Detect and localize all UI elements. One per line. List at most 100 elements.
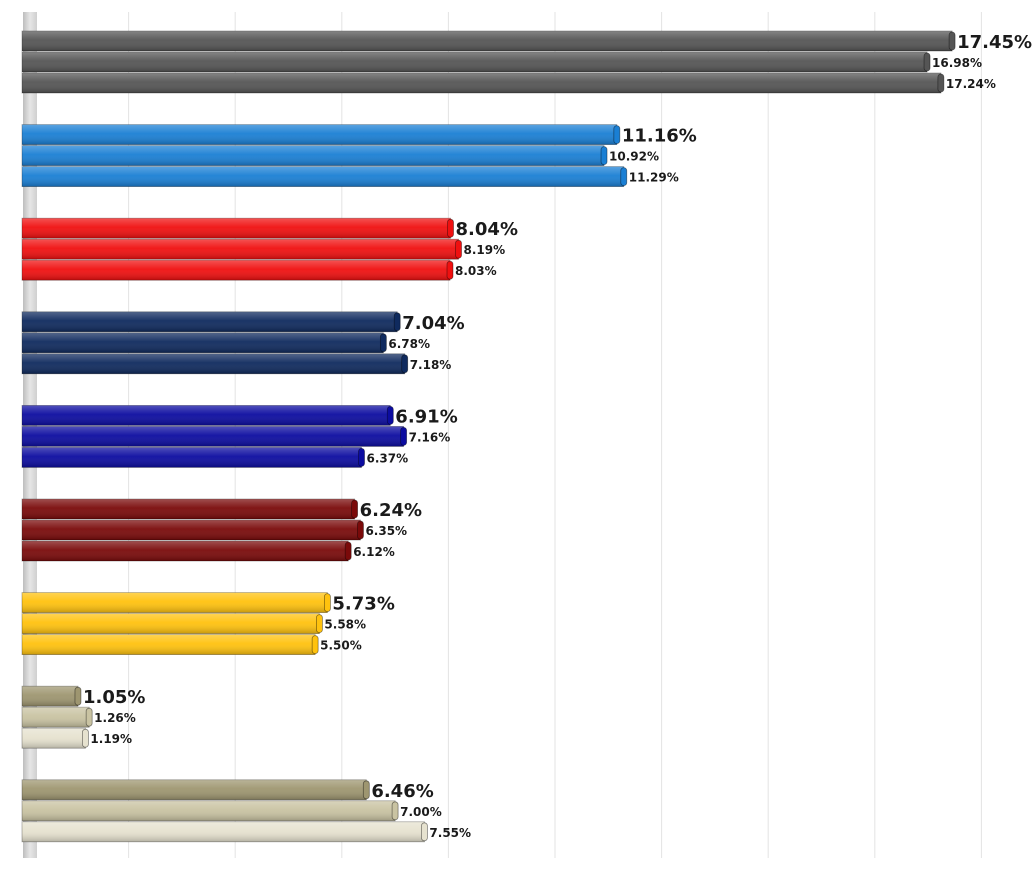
bar-cap bbox=[351, 499, 358, 519]
bar-cap bbox=[620, 167, 628, 187]
bar-cap bbox=[85, 707, 93, 727]
bar-cap bbox=[455, 239, 462, 259]
bar-shading bbox=[22, 31, 953, 51]
data-label: 8.19% bbox=[464, 243, 506, 257]
data-label: 6.46% bbox=[371, 781, 433, 802]
bar bbox=[21, 259, 454, 281]
bar-shading bbox=[22, 707, 90, 728]
data-label: 6.35% bbox=[365, 524, 407, 538]
bar-cap bbox=[316, 614, 323, 633]
data-label: 5.50% bbox=[320, 639, 362, 653]
bar-shading bbox=[22, 239, 459, 260]
bar-shading bbox=[22, 405, 391, 426]
bar bbox=[21, 332, 387, 354]
bar-cap bbox=[393, 312, 401, 332]
data-label: 8.03% bbox=[455, 264, 497, 278]
bar bbox=[21, 353, 409, 375]
bar-cap bbox=[386, 405, 394, 425]
bar bbox=[21, 51, 931, 73]
bar bbox=[21, 311, 401, 333]
bar bbox=[21, 498, 358, 520]
data-label: 1.05% bbox=[83, 687, 145, 708]
bar-shading bbox=[22, 541, 349, 561]
bar bbox=[21, 800, 399, 822]
bar bbox=[21, 727, 89, 749]
data-label: 16.98% bbox=[932, 56, 982, 70]
bar-shading bbox=[22, 426, 404, 447]
bar-cap bbox=[82, 728, 89, 748]
bar bbox=[21, 685, 82, 707]
bar bbox=[21, 779, 370, 801]
bar-shading bbox=[22, 73, 941, 93]
bar bbox=[21, 72, 945, 94]
bar bbox=[21, 613, 323, 634]
bar-cap bbox=[948, 31, 956, 51]
data-label: 10.92% bbox=[609, 150, 659, 164]
bar-cap bbox=[379, 333, 387, 353]
bar-cap bbox=[344, 541, 352, 561]
bar-cap bbox=[400, 426, 408, 446]
data-label: 1.26% bbox=[94, 711, 136, 725]
bar-shading bbox=[22, 686, 78, 707]
bar-shading bbox=[22, 520, 361, 540]
bar-shading bbox=[22, 332, 384, 353]
data-label: 6.37% bbox=[367, 451, 409, 465]
bar bbox=[21, 540, 352, 562]
bar-shading bbox=[22, 728, 86, 749]
data-label: 6.91% bbox=[395, 406, 457, 427]
bar-shading bbox=[22, 821, 425, 842]
bar-cap bbox=[600, 146, 608, 166]
bar bbox=[21, 124, 621, 145]
bar bbox=[21, 446, 365, 468]
bar bbox=[21, 519, 364, 541]
bar-shading bbox=[22, 634, 316, 655]
data-label: 7.04% bbox=[402, 313, 464, 334]
bar-cap bbox=[447, 218, 454, 238]
bar-shading bbox=[22, 145, 605, 166]
bar bbox=[21, 592, 331, 613]
data-label: 8.04% bbox=[456, 219, 518, 240]
bar-shading bbox=[22, 166, 624, 187]
data-label: 17.45% bbox=[957, 32, 1032, 53]
bar bbox=[21, 634, 319, 655]
bar bbox=[21, 706, 93, 728]
bar-cap bbox=[362, 780, 370, 800]
data-label: 6.12% bbox=[353, 545, 395, 559]
bar-shading bbox=[22, 613, 320, 634]
bar-cap bbox=[421, 822, 428, 842]
bar-cap bbox=[401, 354, 409, 374]
bar-cap bbox=[324, 593, 331, 612]
bar-shading bbox=[22, 499, 355, 519]
data-label: 5.58% bbox=[324, 618, 366, 632]
data-label: 6.24% bbox=[360, 500, 422, 521]
bar-shading bbox=[22, 592, 328, 613]
bar-shading bbox=[22, 353, 405, 374]
data-label: 6.78% bbox=[388, 337, 430, 351]
bar-shading bbox=[22, 800, 396, 821]
data-label: 7.55% bbox=[429, 826, 471, 840]
bar-cap bbox=[358, 447, 365, 467]
data-label: 7.16% bbox=[409, 430, 451, 444]
bars bbox=[21, 30, 956, 843]
bar bbox=[21, 166, 628, 188]
bar-cap bbox=[391, 801, 399, 821]
data-label: 11.16% bbox=[622, 126, 697, 147]
bar bbox=[21, 404, 394, 426]
bar-shading bbox=[22, 124, 617, 145]
bar bbox=[21, 145, 608, 167]
bar bbox=[21, 217, 454, 239]
bar-shading bbox=[22, 311, 398, 332]
bar-shading bbox=[22, 52, 928, 72]
data-label: 7.18% bbox=[410, 358, 452, 372]
bar-cap bbox=[937, 73, 945, 93]
bar-shading bbox=[22, 260, 450, 281]
data-labels: 17.45% 16.98% 17.24% 11.16% 10.92% 11.29% 8.04… bbox=[83, 32, 1032, 840]
bar-cap bbox=[357, 520, 364, 540]
data-label: 1.19% bbox=[90, 732, 132, 746]
data-label: 17.24% bbox=[946, 77, 996, 91]
data-label: 7.00% bbox=[400, 805, 442, 819]
bar-shading bbox=[22, 447, 362, 468]
bar bbox=[21, 425, 408, 447]
bar bbox=[21, 821, 428, 843]
